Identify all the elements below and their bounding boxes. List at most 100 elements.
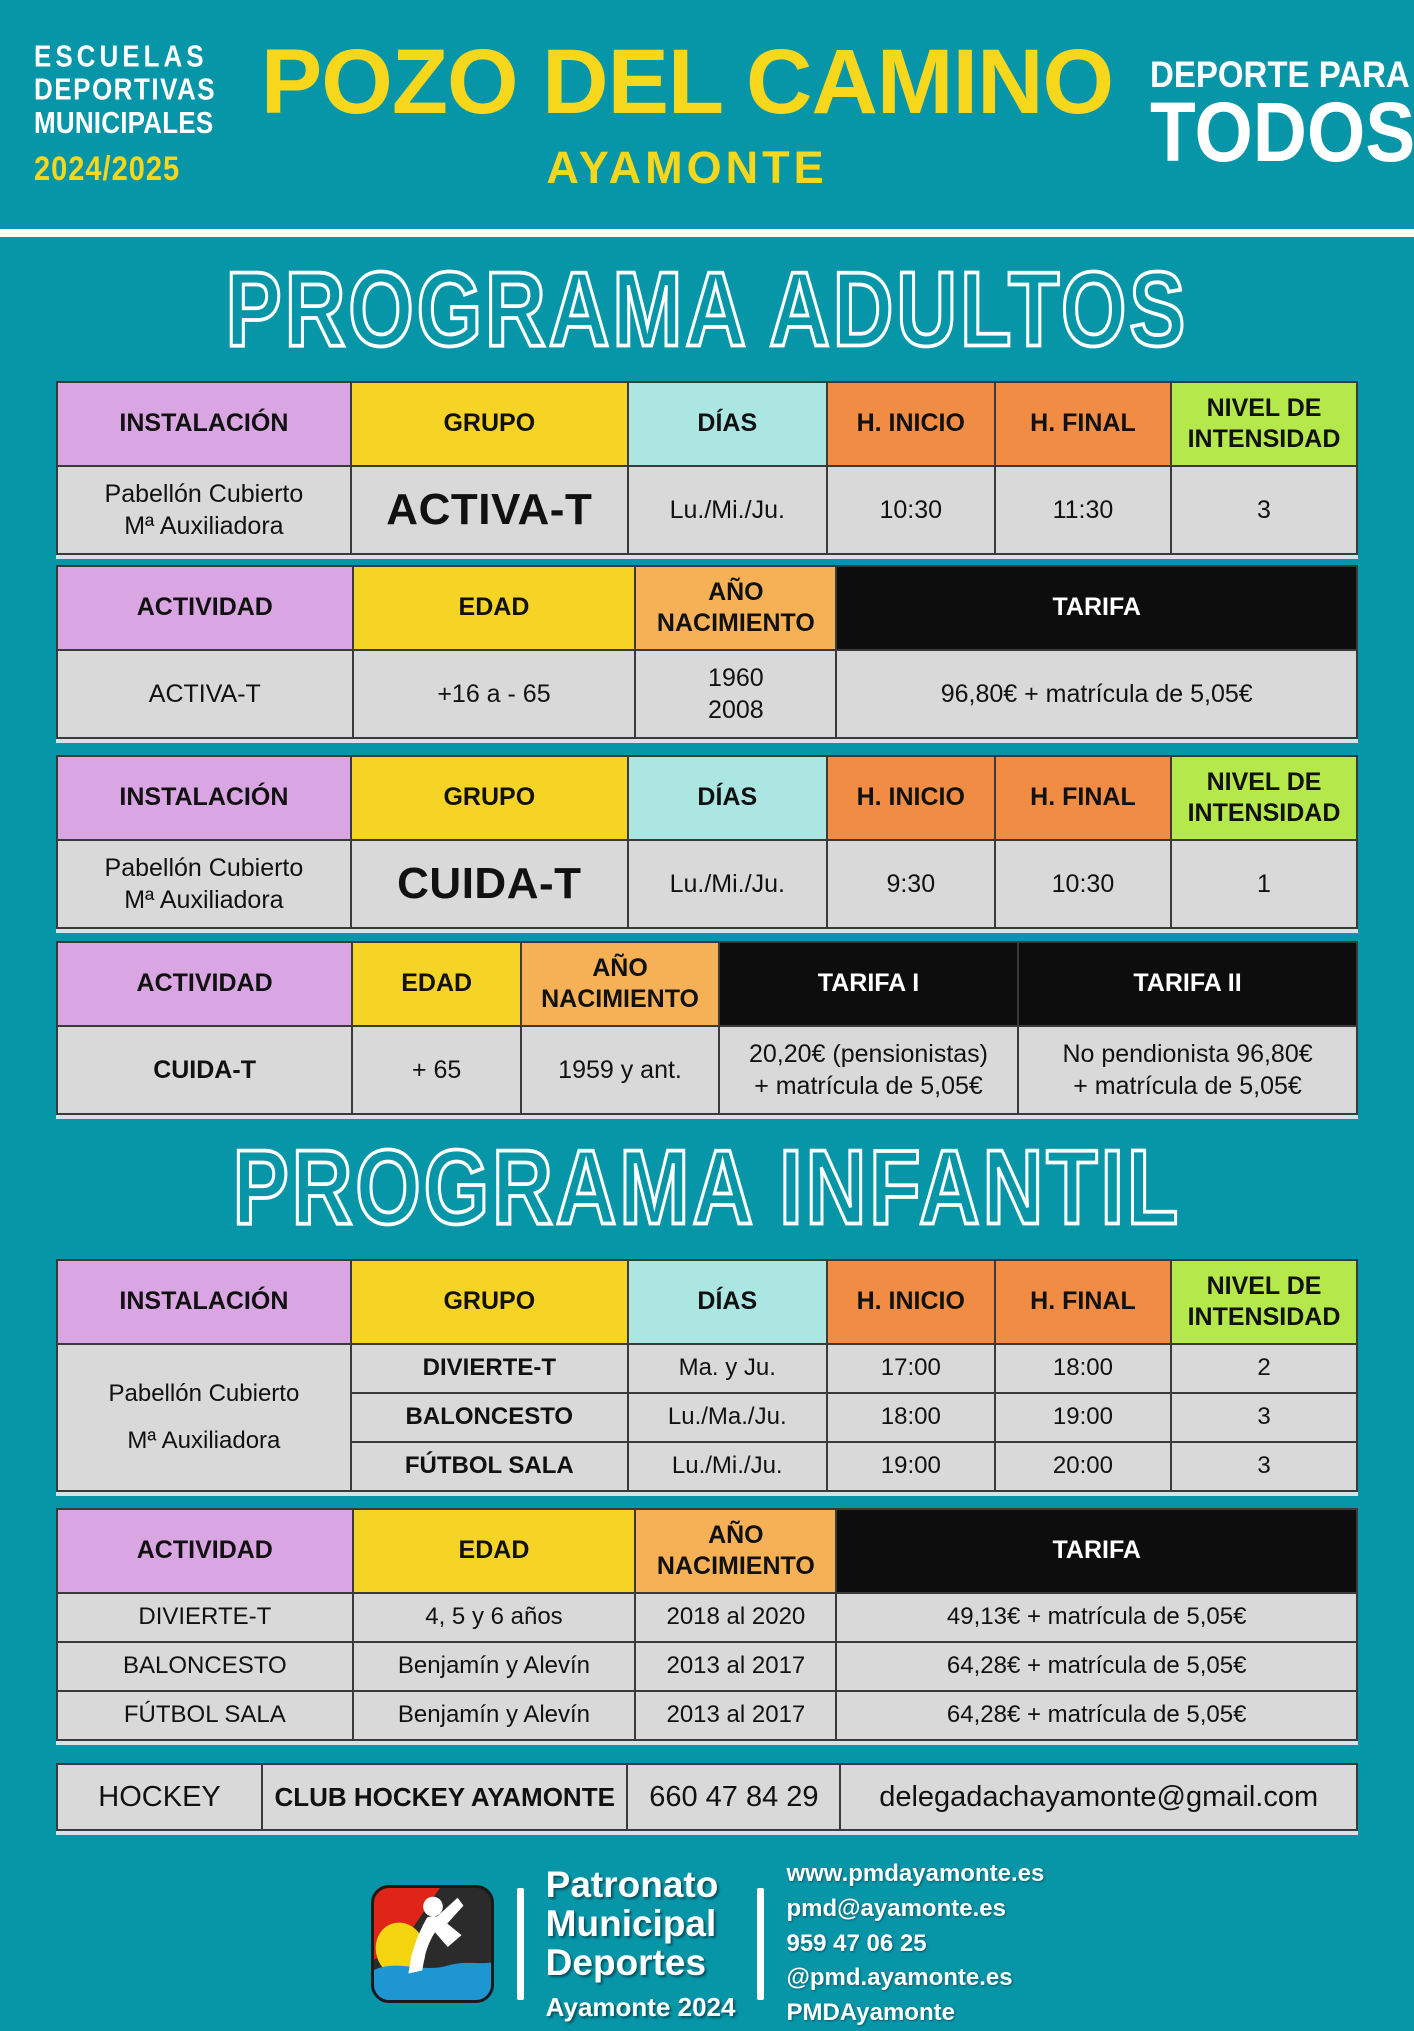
adults-section-title: PROGRAMA ADULTOS <box>224 249 1189 369</box>
header-cell-final: H. FINAL <box>995 383 1170 465</box>
header-cell-inicio: H. INICIO <box>827 383 994 465</box>
header-cell-nivel: NIVEL DE INTENSIDAD <box>1172 757 1356 839</box>
table-cuida-schedule: INSTALACIÓN GRUPO DÍAS H. INICIO H. FINA… <box>56 755 1358 929</box>
hockey-club-cell: CLUB HOCKEY AYAMONTE <box>263 1765 627 1829</box>
email-text: pmd@ayamonte.es <box>786 1894 1006 1922</box>
header-cell-tarifa: TARIFA <box>837 567 1356 649</box>
intensity-cell: 3 <box>1172 1394 1356 1441</box>
group-cell: ACTIVA-T <box>351 467 627 553</box>
end-time-cell: 20:00 <box>995 1443 1170 1490</box>
fee-1-cell: 20,20€ (pensionistas) + matrícula de 5,0… <box>719 1027 1018 1113</box>
table-kids-fee: ACTIVIDAD EDAD AÑO NACIMIENTO TARIFA DIV… <box>56 1508 1358 1741</box>
end-time-cell: 11:30 <box>995 467 1170 553</box>
hockey-email-cell: delegadachayamonte@gmail.com <box>841 1765 1356 1829</box>
fee-cell: 49,13€ + matrícula de 5,05€ <box>837 1594 1356 1641</box>
days-cell: Lu./Mi./Ju. <box>628 1443 826 1490</box>
venue-line: Mª Auxiliadora <box>124 512 284 540</box>
page-title: POZO DEL CAMINO <box>260 30 1114 133</box>
end-time-cell: 10:30 <box>995 841 1170 927</box>
content-area: INSTALACIÓN GRUPO DÍAS H. INICIO H. FINA… <box>56 1259 1358 1831</box>
header-cell-nacimiento: AÑO NACIMIENTO <box>636 1510 836 1592</box>
website-text: www.pmdayamonte.es <box>786 1860 1045 1887</box>
start-time-cell: 18:00 <box>827 1394 994 1441</box>
intensity-cell: 1 <box>1172 841 1356 927</box>
venue-line: Pabellón Cubierto <box>108 1379 300 1407</box>
group-cell: DIVIERTE-T <box>351 1345 627 1392</box>
header-cell-dias: DÍAS <box>628 757 826 839</box>
patronato-logo-icon <box>370 1884 495 2003</box>
header-cell-edad: EDAD <box>353 1510 635 1592</box>
fee-cell: 96,80€ + matrícula de 5,05€ <box>837 651 1356 737</box>
fee-cell: 64,28€ + matrícula de 5,05€ <box>837 1692 1356 1739</box>
birth-year-cell: 2013 al 2017 <box>636 1643 836 1690</box>
group-cell: BALONCESTO <box>351 1394 627 1441</box>
org-name-line: Deportes <box>545 1942 707 1984</box>
header-cell-tarifa-1: TARIFA I <box>719 943 1018 1025</box>
activity-cell: CUIDA-T <box>58 1027 352 1113</box>
age-cell: + 65 <box>353 1027 521 1113</box>
deporte-para-todos-badge: DEPORTE PARA TODOS <box>1150 53 1414 180</box>
header-cell-final: H. FINAL <box>995 1261 1170 1343</box>
header-cell-instalacion: INSTALACIÓN <box>58 757 350 839</box>
table-hockey: HOCKEY CLUB HOCKEY AYAMONTE 660 47 84 29… <box>56 1763 1358 1831</box>
badge-left-line: ESCUELAS <box>34 38 208 74</box>
header-cell-tarifa: TARIFA <box>837 1510 1356 1592</box>
end-time-cell: 19:00 <box>995 1394 1170 1441</box>
header-cell-grupo: GRUPO <box>351 383 627 465</box>
venue-cell: Pabellón Cubierto Mª Auxiliadora <box>58 1345 350 1490</box>
header-cell-edad: EDAD <box>353 943 521 1025</box>
hockey-sport-cell: HOCKEY <box>58 1765 262 1829</box>
header-cell-nacimiento: AÑO NACIMIENTO <box>636 567 836 649</box>
title-block: POZO DEL CAMINO AYAMONTE <box>224 36 1150 194</box>
age-cell: +16 a - 65 <box>353 651 635 737</box>
age-cell: Benjamín y Alevín <box>353 1692 635 1739</box>
header-cell-actividad: ACTIVIDAD <box>58 943 352 1025</box>
birth-year-cell: 2013 al 2017 <box>636 1692 836 1739</box>
contact-list: www.pmdayamonte.es pmd@ayamonte.es 959 4… <box>786 1857 1044 2031</box>
intensity-cell: 2 <box>1172 1345 1356 1392</box>
intensity-cell: 3 <box>1172 1443 1356 1490</box>
birth-year-cell: 1959 y ant. <box>522 1027 718 1113</box>
org-subtitle: Ayamonte 2024 <box>545 1992 736 2023</box>
badge-left-line: MUNICIPALES <box>34 104 214 140</box>
activity-cell: FÚTBOL SALA <box>58 1692 352 1739</box>
fee-line: + matrícula de 5,05€ <box>1073 1072 1302 1100</box>
header-cell-actividad: ACTIVIDAD <box>58 567 352 649</box>
header-cell-edad: EDAD <box>353 567 635 649</box>
instagram-text: @pmd.ayamonte.es <box>786 1964 1013 1992</box>
days-cell: Lu./Ma./Ju. <box>628 1394 826 1441</box>
footer-divider <box>757 1887 765 2000</box>
fee-2-cell: No pendionista 96,80€ + matrícula de 5,0… <box>1019 1027 1356 1113</box>
activity-cell: DIVIERTE-T <box>58 1594 352 1641</box>
kids-section-title: PROGRAMA INFANTIL <box>231 1127 1182 1247</box>
venue-cell: Pabellón Cubierto Mª Auxiliadora <box>58 467 350 553</box>
fee-line: + matrícula de 5,05€ <box>754 1072 983 1100</box>
header-cell-nivel: NIVEL DE INTENSIDAD <box>1172 383 1356 465</box>
page-subtitle: AYAMONTE <box>546 141 828 193</box>
birth-year-line: 1960 <box>708 663 764 692</box>
org-name-line: Municipal <box>545 1902 717 1944</box>
table-activa-schedule: INSTALACIÓN GRUPO DÍAS H. INICIO H. FINA… <box>56 381 1358 555</box>
badge-right-line: DEPORTE PARA <box>1150 53 1410 96</box>
badge-right-line: TODOS <box>1150 85 1414 180</box>
header-cell-grupo: GRUPO <box>351 1261 627 1343</box>
group-cell: FÚTBOL SALA <box>351 1443 627 1490</box>
table-activa-fee: ACTIVIDAD EDAD AÑO NACIMIENTO TARIFA ACT… <box>56 565 1358 739</box>
header-cell-final: H. FINAL <box>995 757 1170 839</box>
org-name-line: Patronato <box>545 1863 719 1905</box>
poster-header: ESCUELAS DEPORTIVAS MUNICIPALES 2024/202… <box>0 0 1414 237</box>
days-cell: Lu./Mi./Ju. <box>628 467 826 553</box>
fee-cell: 64,28€ + matrícula de 5,05€ <box>837 1643 1356 1690</box>
start-time-cell: 10:30 <box>827 467 994 553</box>
venue-cell: Pabellón Cubierto Mª Auxiliadora <box>58 841 350 927</box>
start-time-cell: 19:00 <box>827 1443 994 1490</box>
birth-year-cell: 1960 2008 <box>636 651 836 737</box>
intensity-cell: 3 <box>1172 467 1356 553</box>
content-area: INSTALACIÓN GRUPO DÍAS H. INICIO H. FINA… <box>56 381 1358 1115</box>
age-cell: 4, 5 y 6 años <box>353 1594 635 1641</box>
start-time-cell: 17:00 <box>827 1345 994 1392</box>
days-cell: Lu./Mi./Ju. <box>628 841 826 927</box>
header-cell-inicio: H. INICIO <box>827 757 994 839</box>
table-kids-schedule: INSTALACIÓN GRUPO DÍAS H. INICIO H. FINA… <box>56 1259 1358 1492</box>
